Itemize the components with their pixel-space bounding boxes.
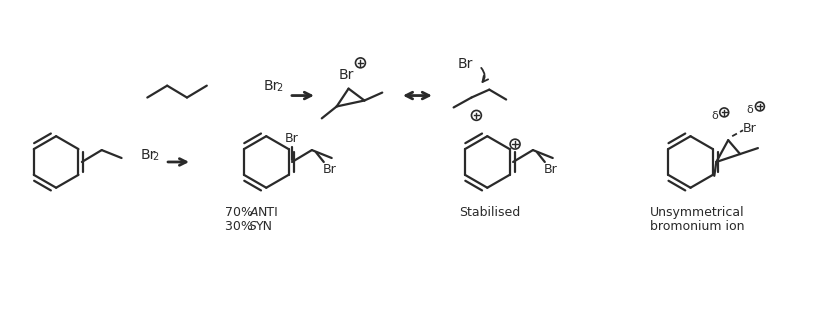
Text: bromonium ion: bromonium ion [649,220,744,233]
Text: δ: δ [746,106,753,115]
Text: Br: Br [742,122,756,135]
Text: Br: Br [543,163,557,176]
Text: YN: YN [256,220,273,233]
Text: Br: Br [457,57,473,71]
Text: Unsymmetrical: Unsymmetrical [649,206,744,219]
Text: Br: Br [140,148,156,162]
Text: A: A [249,206,258,219]
Text: Br: Br [338,68,354,82]
Text: Br: Br [263,79,278,93]
Text: Br: Br [285,132,299,145]
Text: Stabilised: Stabilised [458,206,519,219]
Text: S: S [249,220,257,233]
Text: δ: δ [710,111,717,121]
Text: 70%: 70% [224,206,256,219]
Text: NTI: NTI [257,206,278,219]
Text: Br: Br [323,163,336,176]
Text: 30%: 30% [224,220,256,233]
Text: 2: 2 [276,83,282,93]
Text: 2: 2 [152,152,158,162]
